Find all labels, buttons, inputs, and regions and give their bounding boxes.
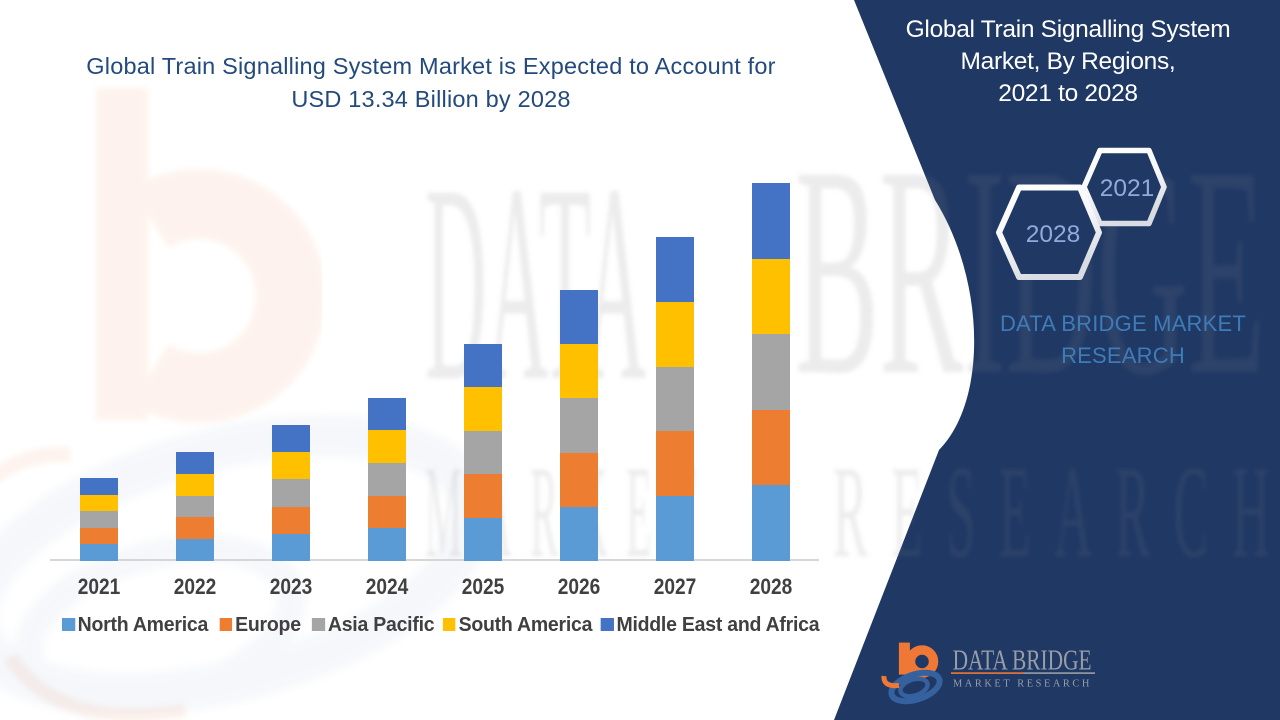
- svg-text:MARKET RESEARCH: MARKET RESEARCH: [953, 678, 1092, 689]
- svg-text:DATA: DATA: [425, 127, 646, 440]
- svg-text:2021: 2021: [1100, 175, 1155, 202]
- svg-text:RESEARCH: RESEARCH: [833, 438, 1280, 585]
- svg-text:DATA BRIDGE: DATA BRIDGE: [953, 646, 1092, 677]
- svg-text:2028: 2028: [1026, 221, 1081, 248]
